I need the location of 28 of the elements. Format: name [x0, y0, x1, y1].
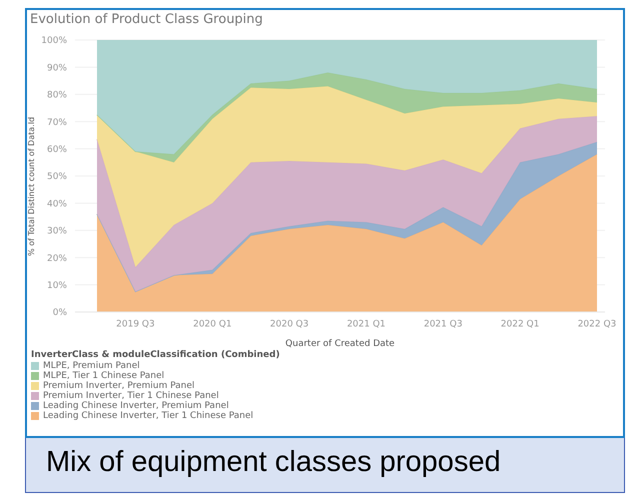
legend-label: MLPE, Tier 1 Chinese Panel — [43, 371, 164, 381]
x-tick-label: 2021 Q1 — [346, 319, 386, 330]
y-tick-label: 60% — [46, 144, 68, 155]
legend-label: MLPE, Premium Panel — [43, 361, 140, 371]
chart-title: Evolution of Product Class Grouping — [30, 12, 264, 29]
x-tick-label: 2019 Q3 — [116, 319, 155, 330]
legend-label: Premium Inverter, Tier 1 Chinese Panel — [43, 391, 219, 401]
y-tick-label: 0% — [52, 308, 68, 318]
x-tick-label: 2022 Q1 — [500, 319, 540, 330]
y-tick-label: 30% — [46, 226, 68, 237]
y-tick-label: 90% — [46, 63, 68, 74]
x-tick-label: 2020 Q1 — [193, 319, 232, 330]
y-axis-title: % of Total Distinct count of Data.Id — [26, 116, 36, 256]
y-tick-label: 10% — [46, 280, 68, 291]
y-tick-label: 80% — [46, 90, 68, 101]
legend-title: InverterClass & moduleClassification (Combined) — [31, 350, 281, 360]
y-tick-label: 70% — [46, 118, 68, 128]
legend-label: Leading Chinese Inverter, Premium Panel — [43, 401, 229, 411]
x-tick-label: 2020 Q3 — [270, 319, 309, 330]
y-tick-label: 20% — [46, 254, 68, 264]
y-tick-label: 100% — [41, 36, 68, 46]
legend-label: Premium Inverter, Premium Panel — [43, 381, 195, 391]
x-tick-label: 2021 Q3 — [424, 319, 462, 330]
y-tick-label: 40% — [46, 199, 68, 210]
x-axis-title: Quarter of Created Date — [285, 339, 396, 349]
x-tick-label: 2022 Q3 — [578, 319, 616, 330]
y-tick-label: 50% — [46, 172, 68, 182]
legend-label: Leading Chinese Inverter, Tier 1 Chinese Panel — [43, 411, 254, 421]
